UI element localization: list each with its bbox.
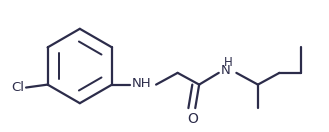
Text: N: N xyxy=(221,64,230,77)
Text: Cl: Cl xyxy=(11,81,24,94)
Text: H: H xyxy=(224,56,233,69)
Text: NH: NH xyxy=(132,77,151,90)
Text: O: O xyxy=(187,112,198,126)
